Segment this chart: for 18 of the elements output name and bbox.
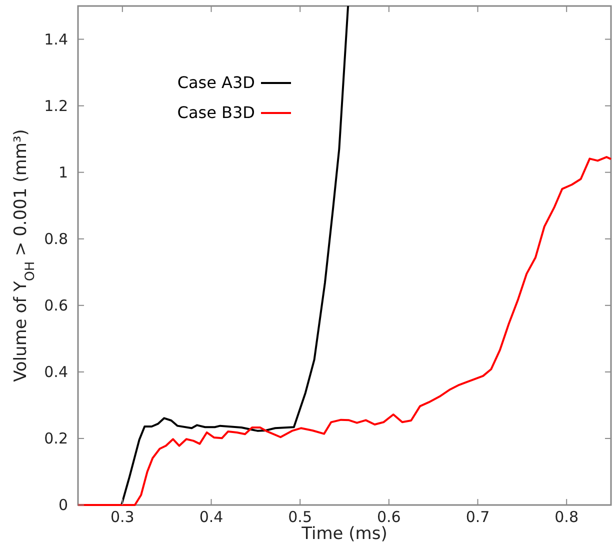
- x-tick-label: 0.3: [110, 508, 134, 526]
- y-tick-label: 0.6: [44, 296, 68, 314]
- y-tick-label: 1.4: [44, 30, 68, 48]
- y-tick-label: 1.2: [44, 96, 68, 115]
- legend-label: Case B3D: [177, 103, 255, 122]
- legend-label: Case A3D: [177, 73, 255, 92]
- y-tick-label: 1: [58, 163, 68, 182]
- y-tick-label: 0.8: [44, 230, 68, 248]
- y-tick-label: 0.2: [44, 429, 68, 448]
- x-tick-label: 0.5: [288, 508, 312, 526]
- x-axis-title: Time (ms): [300, 524, 388, 542]
- x-tick-label: 0.8: [554, 508, 579, 526]
- x-tick-label: 0.4: [199, 508, 224, 526]
- x-tick-label: 0.6: [376, 508, 401, 526]
- line-series: [77, 156, 612, 506]
- y-tick-label: 0: [58, 496, 68, 514]
- y-tick-label: 0.4: [44, 362, 68, 381]
- x-tick-label: 0.7: [466, 508, 490, 526]
